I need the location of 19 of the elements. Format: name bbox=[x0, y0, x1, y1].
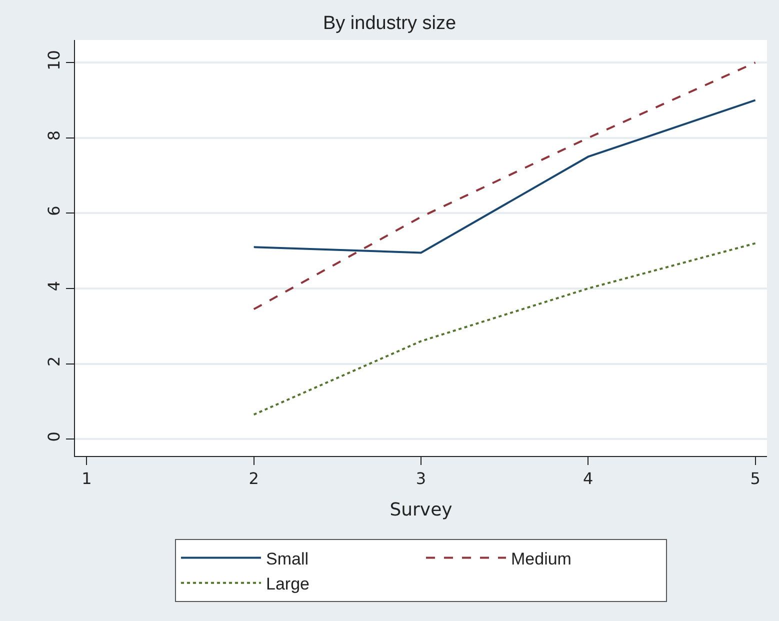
x-tick-label: 5 bbox=[750, 469, 760, 488]
y-tick-label: 8 bbox=[44, 130, 64, 141]
y-tick-label: 4 bbox=[44, 280, 64, 292]
x-tick-label: 4 bbox=[583, 469, 594, 488]
line-series bbox=[252, 62, 756, 310]
y-tick-label: 0 bbox=[44, 432, 64, 442]
line-series bbox=[252, 242, 756, 416]
x-axis-title: Survey bbox=[390, 499, 453, 520]
chart-title: By industry size bbox=[322, 12, 456, 34]
x-tick-label: 2 bbox=[248, 469, 259, 488]
y-tick-label: 2 bbox=[44, 356, 64, 366]
legend-label: Medium bbox=[511, 549, 572, 568]
x-tick-label: 3 bbox=[416, 469, 426, 488]
y-tick-label: 6 bbox=[44, 206, 64, 216]
legend-label: Small bbox=[266, 549, 309, 568]
legend-label: Large bbox=[266, 574, 310, 594]
y-tick-label: 10 bbox=[44, 50, 64, 70]
line-series bbox=[252, 99, 756, 254]
x-tick-label: 1 bbox=[82, 469, 92, 488]
